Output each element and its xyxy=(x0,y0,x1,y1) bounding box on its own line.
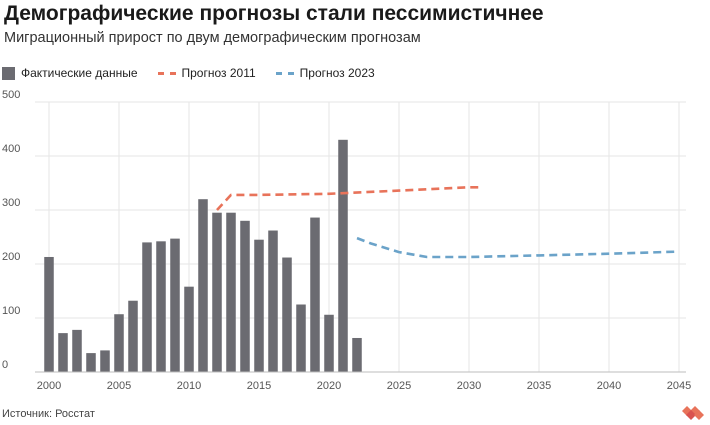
bar-2013 xyxy=(226,212,236,372)
y-tick-label: 100 xyxy=(2,305,20,317)
chart-plot-area: 0 100 200 300 400 500 2000 2005 2010 2015 2020 2025… xyxy=(2,90,691,392)
chart-subtitle: Миграционный прирост по двум демографиче… xyxy=(4,30,421,46)
y-tick-label: 300 xyxy=(2,197,20,209)
legend-item-forecast-2011: Прогноз 2011 xyxy=(157,66,256,80)
legend-label-forecast-2023: Прогноз 2023 xyxy=(299,66,375,80)
bar-2021 xyxy=(338,139,348,372)
x-tick-label: 2010 xyxy=(177,380,201,392)
bar-2019 xyxy=(310,217,320,372)
bar-2011 xyxy=(198,199,208,372)
legend-label-actual: Фактические данные xyxy=(21,66,138,80)
brand-logo-icon xyxy=(682,406,704,420)
bar-2000 xyxy=(44,256,54,372)
x-tick-label: 2035 xyxy=(527,380,551,392)
bar-2016 xyxy=(268,230,278,372)
x-tick-label: 2025 xyxy=(387,380,411,392)
bar-2012 xyxy=(212,212,222,372)
x-tick-label: 2005 xyxy=(107,380,131,392)
bar-2006 xyxy=(128,300,138,372)
line-forecast-2011 xyxy=(216,186,483,211)
x-tick-label: 2000 xyxy=(37,380,61,392)
bar-2002 xyxy=(72,329,82,372)
bar-2004 xyxy=(100,350,110,372)
bar-2010 xyxy=(184,286,194,372)
legend: Фактические данные Прогноз 2011 Прогноз … xyxy=(2,66,395,80)
line-forecast-2023 xyxy=(356,236,680,259)
x-tick-label: 2030 xyxy=(457,380,481,392)
bar-2008 xyxy=(156,241,166,372)
x-tick-label: 2040 xyxy=(597,380,621,392)
legend-label-forecast-2011: Прогноз 2011 xyxy=(181,66,256,80)
bar-2014 xyxy=(240,220,250,372)
legend-swatch-actual xyxy=(2,66,15,80)
bar-2003 xyxy=(86,353,96,372)
y-tick-label: 200 xyxy=(2,251,20,263)
legend-item-forecast-2023: Прогноз 2023 xyxy=(275,66,375,80)
bar-2015 xyxy=(254,239,264,372)
bar-2007 xyxy=(142,242,152,372)
x-tick-label: 2020 xyxy=(317,380,341,392)
bar-2005 xyxy=(114,314,124,372)
y-tick-label: 0 xyxy=(2,359,8,371)
legend-swatch-forecast-2023 xyxy=(275,71,294,75)
bar-2020 xyxy=(324,314,334,372)
bar-2001 xyxy=(58,333,68,372)
bar-2017 xyxy=(282,257,292,372)
x-tick-label: 2015 xyxy=(247,380,271,392)
chart-title: Демографические прогнозы стали пессимист… xyxy=(4,2,544,25)
bar-2018 xyxy=(296,304,306,372)
x-tick-label: 2045 xyxy=(667,380,691,392)
legend-swatch-forecast-2011 xyxy=(157,71,176,75)
legend-item-actual: Фактические данные xyxy=(2,66,138,80)
y-tick-label: 400 xyxy=(2,143,20,155)
bar-2022 xyxy=(352,337,362,372)
y-tick-label: 500 xyxy=(2,90,20,101)
bar-2009 xyxy=(170,238,180,372)
source-note: Источник: Росстат xyxy=(2,408,95,420)
